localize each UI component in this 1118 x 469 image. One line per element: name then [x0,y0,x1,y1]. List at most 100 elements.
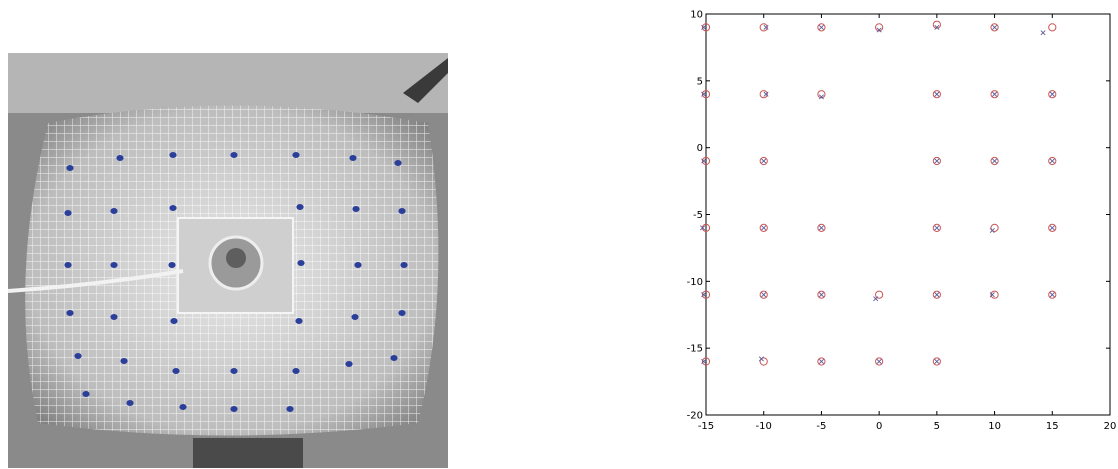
x-point [992,158,998,164]
photo-marker [230,152,238,158]
x-point [876,27,882,33]
photo-marker [66,165,74,171]
x-point [934,292,940,298]
y-tick-label: -15 [687,344,703,355]
photo-marker [352,206,360,212]
x-point [700,225,706,231]
photo-marker [82,391,90,397]
photo-marker [64,262,72,268]
circle-point [990,156,999,166]
photo-marker [351,314,359,320]
photo-marker [110,262,118,268]
circle-point [932,156,941,166]
y-tick-label: -5 [693,210,703,221]
circle-point [1048,223,1057,232]
x-tick-label: 5 [934,421,940,432]
circle-point [817,290,826,299]
photo-marker [172,368,180,374]
x-point [701,359,707,365]
x-point [818,24,824,30]
photo-marker [64,210,72,216]
x-point [934,225,940,231]
circle-point [759,223,768,232]
photo-marker [297,260,305,266]
x-point [818,225,824,231]
photo-marker [354,262,362,268]
photo-marker [292,152,300,158]
x-point [763,91,769,97]
photo-marker [179,404,187,410]
photo-top-region [8,53,448,113]
circle-point [932,90,941,99]
circle-point [817,223,826,232]
plot-area [705,13,1111,416]
circle-point [1048,90,1057,99]
circle-point [759,357,768,366]
photo-marker [345,361,353,367]
x-point [1049,91,1055,97]
photo-marker [398,310,406,316]
x-point [1040,30,1046,36]
circle-point [817,90,826,99]
circle-point [1048,290,1057,299]
x-tick-label: 15 [1046,421,1059,432]
x-point [989,228,995,234]
y-tick-label: -20 [687,411,703,422]
photo-marker [398,208,406,214]
y-tick-label: 5 [697,76,703,87]
y-tick-label: -10 [687,277,703,288]
photo-marker [296,204,304,210]
circle-point [759,290,768,299]
x-axis: -15 -10 -5 0 5 10 15 20 [698,14,1117,432]
circle-point [990,23,999,32]
x-point [818,292,824,298]
photo-marker [295,318,303,324]
center-lens-core [226,248,246,268]
circle-point [932,20,941,29]
photo-marker [116,155,124,161]
y-axis: 10 5 0 -5 -10 -15 -20 [687,10,1110,422]
circle-point [701,90,711,99]
x-tick-label: 0 [876,421,882,432]
circle-point [701,23,711,32]
circle-point [701,156,711,166]
circle-point [990,223,999,232]
photo-marker [110,314,118,320]
circle-point [990,290,999,299]
x-point [934,91,940,97]
photo-marker [169,205,177,211]
x-point [989,292,995,298]
photo-marker-layer [64,152,408,412]
circle-point [817,23,826,32]
x-tick-label: -5 [816,421,826,432]
photo-marker [126,400,134,406]
x-point [934,158,940,164]
calibration-photo [8,53,448,468]
x-point [992,91,998,97]
photo-marker [286,406,294,412]
x-point [992,24,998,30]
circle-point [701,290,711,299]
circle-point [932,223,941,232]
photo-marker [400,262,408,268]
x-point [818,359,824,365]
x-point [701,158,707,164]
circle-point [1048,156,1057,166]
circle-series [701,20,1057,366]
photo-marker [394,160,402,166]
photo-marker [66,310,74,316]
photo-marker [292,368,300,374]
x-point [1049,292,1055,298]
y-tick-label: 10 [690,10,703,21]
photo-marker [349,155,357,161]
cable [8,269,184,293]
circle-point [932,357,941,366]
x-point [934,24,940,30]
photo-marker [120,358,128,364]
x-tick-label: 20 [1104,421,1117,432]
x-point [761,225,767,231]
x-point [701,292,707,298]
circle-point [1048,23,1057,32]
circle-point [875,357,884,366]
